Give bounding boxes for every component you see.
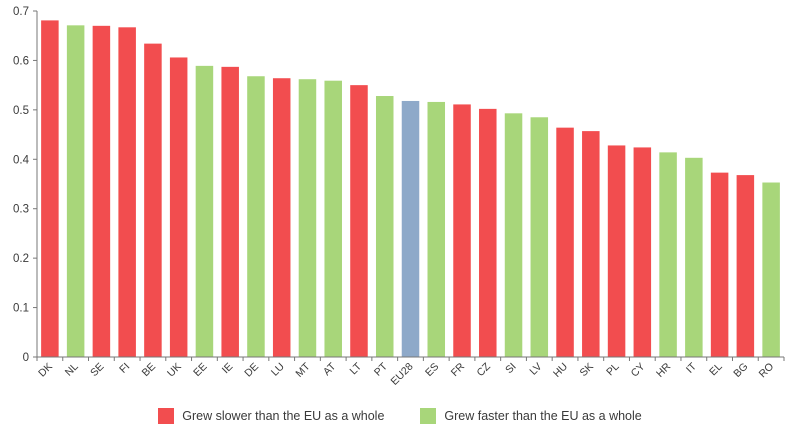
legend-swatch-faster [420,408,437,424]
bar-hu [556,127,574,357]
bar-fi [118,27,136,357]
bar-ie [221,66,239,358]
y-axis: 0 0.1 0.2 0.3 0.4 0.5 0.6 0.7 [13,6,38,364]
bar-si [504,113,523,358]
bar-mt [298,79,317,357]
y-tick-label: 0.3 [13,204,29,216]
y-tick-label: 0.5 [13,105,29,117]
x-tick-label: UK [165,361,184,380]
bar-nl [66,25,85,357]
legend-label-faster: Grew faster than the EU as a whole [444,409,642,423]
x-tick-label: RO [757,361,777,381]
x-tick-label: IT [684,360,699,375]
bar-el [710,172,729,357]
legend-swatch-slower [158,408,175,424]
x-tick-label: SE [88,361,106,379]
x-tick-label: ES [423,361,441,379]
bar-pl [607,145,626,357]
legend-label-slower: Grew slower than the EU as a whole [182,409,385,423]
y-tick-label: 0.1 [13,303,29,315]
bar-cz [479,108,497,358]
x-tick-label: IE [220,361,236,377]
x-tick-label: NL [63,361,81,379]
x-tick-label: BG [731,361,750,380]
bar-pt [375,96,394,357]
x-tick-label: LT [347,360,364,377]
bar-dk [41,20,59,358]
bar-eu28 [401,100,420,358]
bar-uk [169,57,188,357]
bar-se [92,25,111,357]
x-tick-label: EE [191,361,209,379]
bar-be [144,43,162,357]
legend-item-slower: Grew slower than the EU as a whole [158,408,384,424]
x-tick-label: HR [654,360,674,380]
bar-es [427,101,446,357]
x-tick-label: FR [449,360,468,379]
x-tick-label: LV [527,361,544,378]
y-tick-label: 0.4 [13,154,30,166]
bar-lu [272,78,291,358]
bar-it [685,157,703,357]
bars [41,20,780,358]
y-tick-label: 0.6 [13,55,29,67]
x-tick-label: DK [36,361,55,380]
x-tick-label: SK [578,361,596,379]
x-tick-label: CY [629,361,648,380]
x-tick-label: LU [269,361,287,379]
x-tick-label: SI [503,361,519,377]
bar-ro [762,182,780,357]
bar-chart-svg: 00.10.20.30.40.50.60.7 DK NL SE FI BE UK EE IE D… [13,6,785,388]
bar-sk [582,131,600,357]
bar-at [324,80,342,358]
bar-cy [633,147,652,357]
x-tick-label: HU [551,361,570,380]
x-tick-label: MT [293,360,313,380]
bar-hr [659,152,677,357]
y-tick-label: 0.2 [13,253,29,265]
x-tick-label: FI [117,361,132,376]
x-tick-label: CZ [475,360,494,379]
x-tick-label: AT [321,360,339,378]
x-tick-label: PT [372,360,390,378]
x-tick-label: EU28 [389,361,416,388]
x-tick-label: DE [242,361,261,380]
bar-fr [453,104,471,357]
bar-de [247,76,265,357]
bar-lt [350,85,368,358]
legend: Grew slower than the EU as a whole Grew … [0,404,800,428]
x-tick-label: PL [604,361,622,379]
bar-lv [530,117,549,358]
bar-bg [736,175,755,357]
legend-item-faster: Grew faster than the EU as a whole [420,408,642,424]
x-tick-label: EL [707,361,725,379]
y-tick-label: 0 [23,352,29,364]
bar-ee [195,65,214,357]
x-tick-label: BE [140,361,158,379]
y-tick-label: 0.7 [13,6,29,18]
